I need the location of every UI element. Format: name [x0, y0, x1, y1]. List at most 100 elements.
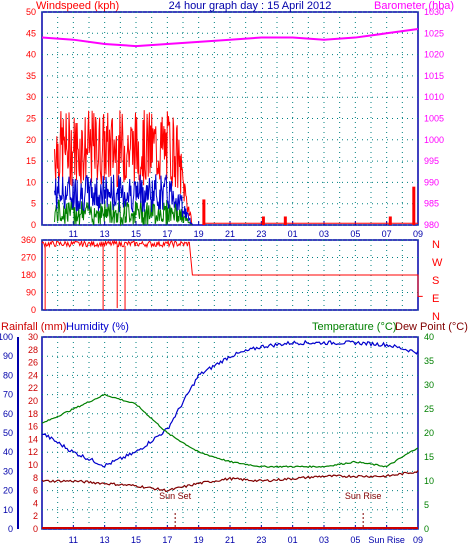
temp-x-label: 05 — [350, 535, 360, 545]
windspeed-title: Windspeed (kph) — [36, 0, 119, 12]
compass-label: N — [432, 239, 440, 251]
wind-y-label: 25 — [26, 114, 36, 124]
humidity-y-label: 30 — [3, 466, 13, 476]
humidity-y-label: 80 — [3, 370, 13, 380]
temp-y-label: 15 — [424, 452, 434, 462]
compass-label: E — [432, 293, 439, 305]
wind-x-label: 01 — [288, 229, 298, 239]
wind-spike — [283, 216, 287, 225]
dewpoint-label: Dew Point (°C) — [395, 321, 468, 333]
sun-annotation: Sun Set — [159, 491, 192, 501]
wind-gust-series — [54, 110, 205, 226]
direction-y-label: 0 — [31, 305, 36, 315]
wind-y-label: 0 — [31, 220, 36, 230]
temp-y-label: 5 — [424, 500, 429, 510]
humidity-y-label: 60 — [3, 409, 13, 419]
temperature-series — [41, 393, 419, 469]
humidity-series — [41, 339, 419, 468]
rain-y-label: 2 — [33, 511, 38, 521]
barometer-y-label: 1030 — [424, 7, 444, 17]
wind-x-label: 23 — [256, 229, 266, 239]
compass-label: W — [432, 257, 443, 269]
temp-y-label: 20 — [424, 428, 434, 438]
temp-x-label: 13 — [100, 535, 110, 545]
wind-x-label: 17 — [162, 229, 172, 239]
humidity-y-label: 10 — [3, 505, 13, 515]
temp-y-label: 25 — [424, 404, 434, 414]
wind-x-label: 07 — [382, 229, 392, 239]
wind-spike — [202, 199, 206, 225]
wind-spike — [261, 216, 265, 225]
temp-y-label: 35 — [424, 356, 434, 366]
rain-y-label: 10 — [28, 460, 38, 470]
barometer-y-label: 980 — [424, 220, 439, 230]
humidity-y-label: 90 — [3, 351, 13, 361]
rain-y-label: 8 — [33, 473, 38, 483]
wind-x-label: 13 — [100, 229, 110, 239]
rain-y-label: 22 — [28, 383, 38, 393]
wind-y-label: 10 — [26, 177, 36, 187]
temp-x-label: 09 — [413, 535, 423, 545]
wind-average-series — [54, 199, 205, 227]
barometer-y-label: 990 — [424, 177, 439, 187]
wind-y-label: 5 — [31, 199, 36, 209]
rain-y-label: 28 — [28, 345, 38, 355]
direction-y-label: 270 — [21, 253, 36, 263]
temp-x-label: 21 — [225, 535, 235, 545]
rain-y-label: 30 — [28, 332, 38, 342]
barometer-y-label: 985 — [424, 199, 439, 209]
wind-spike — [412, 186, 416, 225]
barometer-y-label: 1015 — [424, 71, 444, 81]
wind-y-label: 40 — [26, 50, 36, 60]
rain-y-label: 14 — [28, 434, 38, 444]
wind-y-label: 50 — [26, 7, 36, 17]
direction-night-series — [188, 241, 423, 297]
temp-x-label: 19 — [194, 535, 204, 545]
rain-y-label: 18 — [28, 409, 38, 419]
temp-x-label: 15 — [131, 535, 141, 545]
temp-y-label: 40 — [424, 332, 434, 342]
temp-x-label: 03 — [319, 535, 329, 545]
rain-y-label: 16 — [28, 422, 38, 432]
chart-title: 24 hour graph day : 15 April 2012 — [169, 0, 332, 12]
direction-y-label: 360 — [21, 235, 36, 245]
compass-label: N — [432, 311, 440, 323]
temp-x-label: 17 — [162, 535, 172, 545]
wind-y-label: 30 — [26, 92, 36, 102]
barometer-y-label: 1000 — [424, 135, 444, 145]
rain-y-label: 24 — [28, 370, 38, 380]
wind-x-label: 15 — [131, 229, 141, 239]
wind-x-label: 19 — [194, 229, 204, 239]
barometer-series — [41, 28, 419, 48]
humidity-y-label: 70 — [3, 390, 13, 400]
wind-x-label: 03 — [319, 229, 329, 239]
barometer-title: Barometer (hba) — [374, 0, 454, 12]
barometer-y-label: 1010 — [424, 92, 444, 102]
barometer-y-label: 1005 — [424, 114, 444, 124]
wind-x-label: 09 — [413, 229, 423, 239]
humidity-y-label: 20 — [3, 486, 13, 496]
dewpoint-series — [41, 470, 419, 493]
barometer-y-label: 1025 — [424, 28, 444, 38]
temperature-label: Temperature (°C) — [312, 321, 396, 333]
humidity-y-label: 50 — [3, 428, 13, 438]
wind-x-label: 21 — [225, 229, 235, 239]
direction-y-label: 180 — [21, 270, 36, 280]
humidity-y-label: 0 — [8, 524, 13, 534]
sun-annotation: Sun Rise — [345, 491, 382, 501]
rainfall-label: Rainfall (mm) — [1, 321, 66, 333]
humidity-y-label: 100 — [0, 332, 13, 342]
temp-y-label: 0 — [424, 524, 429, 534]
temp-y-label: 30 — [424, 380, 434, 390]
barometer-y-label: 1020 — [424, 50, 444, 60]
wind-x-label: 11 — [69, 229, 78, 239]
direction-series — [41, 239, 190, 249]
rain-y-label: 26 — [28, 358, 38, 368]
rain-y-label: 12 — [28, 447, 38, 457]
wind-y-label: 20 — [26, 135, 36, 145]
wind-y-label: 35 — [26, 71, 36, 81]
compass-label: S — [432, 275, 439, 287]
wind-speed-series — [54, 174, 205, 226]
